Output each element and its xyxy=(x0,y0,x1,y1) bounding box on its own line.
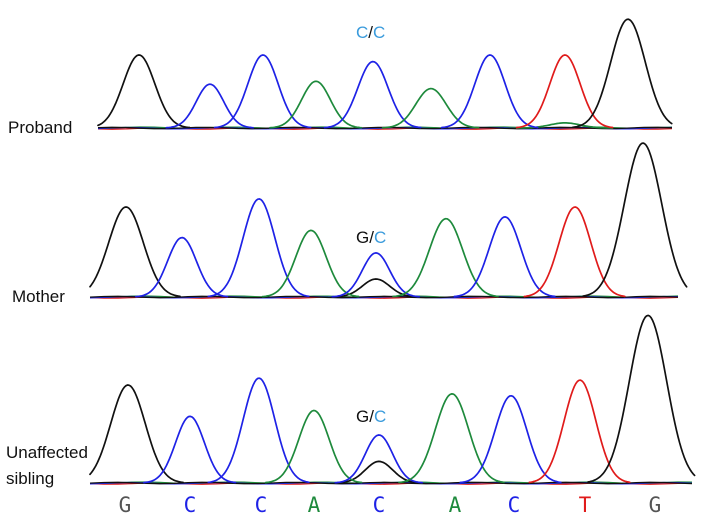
base-call-C-7: C xyxy=(508,493,521,517)
row-label-unaffected-sibling: Unaffected sibling xyxy=(6,443,93,488)
base-call-G-1: G xyxy=(119,493,132,517)
peak-T-8 xyxy=(528,379,631,484)
genotype-mother: G/C xyxy=(356,228,386,247)
genotype-proband-allele1: C xyxy=(356,23,368,42)
peak-A-4 xyxy=(269,80,363,129)
base-call-A-6: A xyxy=(449,493,462,517)
peak-C-3 xyxy=(207,377,310,484)
base-call-C-5: C xyxy=(373,493,386,517)
minor-peak-G xyxy=(331,278,421,298)
row-label-mother: Mother xyxy=(12,287,65,306)
base-call-G-9: G xyxy=(649,493,662,517)
base-call-A-4: A xyxy=(308,493,321,517)
genotype-sibling-sep: / xyxy=(369,407,374,426)
genotype-proband: C/C xyxy=(356,23,385,42)
baseline-g xyxy=(89,295,679,299)
peak-C-2 xyxy=(165,83,255,129)
peak-A-6 xyxy=(392,217,499,298)
baseline-g xyxy=(89,481,693,485)
baseline-t xyxy=(97,127,673,130)
row-label-proband: Proband xyxy=(8,118,72,137)
peak-G-1 xyxy=(97,54,191,129)
genotype-proband-sep: / xyxy=(368,23,373,42)
peak-G-1 xyxy=(89,384,184,484)
trace-row-1 xyxy=(97,18,673,130)
peak-C-2 xyxy=(135,236,229,298)
genotype-mother-sep: / xyxy=(369,228,374,247)
peak-G-9 xyxy=(582,142,688,297)
peak-C-3 xyxy=(213,54,312,129)
base-call-C-3: C xyxy=(255,493,268,517)
genotype-mother-allele2: C xyxy=(374,228,386,247)
peak-C-2 xyxy=(143,415,237,484)
genotype-sibling-allele2: C xyxy=(374,407,386,426)
peak-G-1 xyxy=(89,206,181,298)
genotype-sibling-allele1: G xyxy=(356,407,369,426)
peak-G-9 xyxy=(587,314,696,483)
peak-T-8 xyxy=(523,206,626,298)
genotype-sibling: G/C xyxy=(356,407,386,426)
genotype-mother-allele1: G xyxy=(356,228,369,247)
peak-T-8 xyxy=(515,54,614,129)
genotype-proband-allele2: C xyxy=(373,23,385,42)
trace-row-3 xyxy=(89,314,696,485)
peak-C-7 xyxy=(440,54,539,129)
peak-G-9 xyxy=(571,18,673,129)
minor-peak-A xyxy=(515,122,614,129)
peak-C-7 xyxy=(459,394,562,484)
peak-A-4 xyxy=(261,229,360,298)
peak-C-5 xyxy=(334,434,424,484)
chromatogram-traces xyxy=(89,18,696,485)
peak-C-5 xyxy=(331,252,421,298)
trace-row-2 xyxy=(89,142,688,299)
base-call-T-8: T xyxy=(579,493,592,517)
base-call-C-2: C xyxy=(184,493,197,517)
peak-A-6 xyxy=(398,393,505,484)
peak-A-6 xyxy=(381,87,480,129)
peak-A-4 xyxy=(264,409,363,484)
peak-C-3 xyxy=(207,198,310,298)
peak-C-7 xyxy=(453,216,556,298)
